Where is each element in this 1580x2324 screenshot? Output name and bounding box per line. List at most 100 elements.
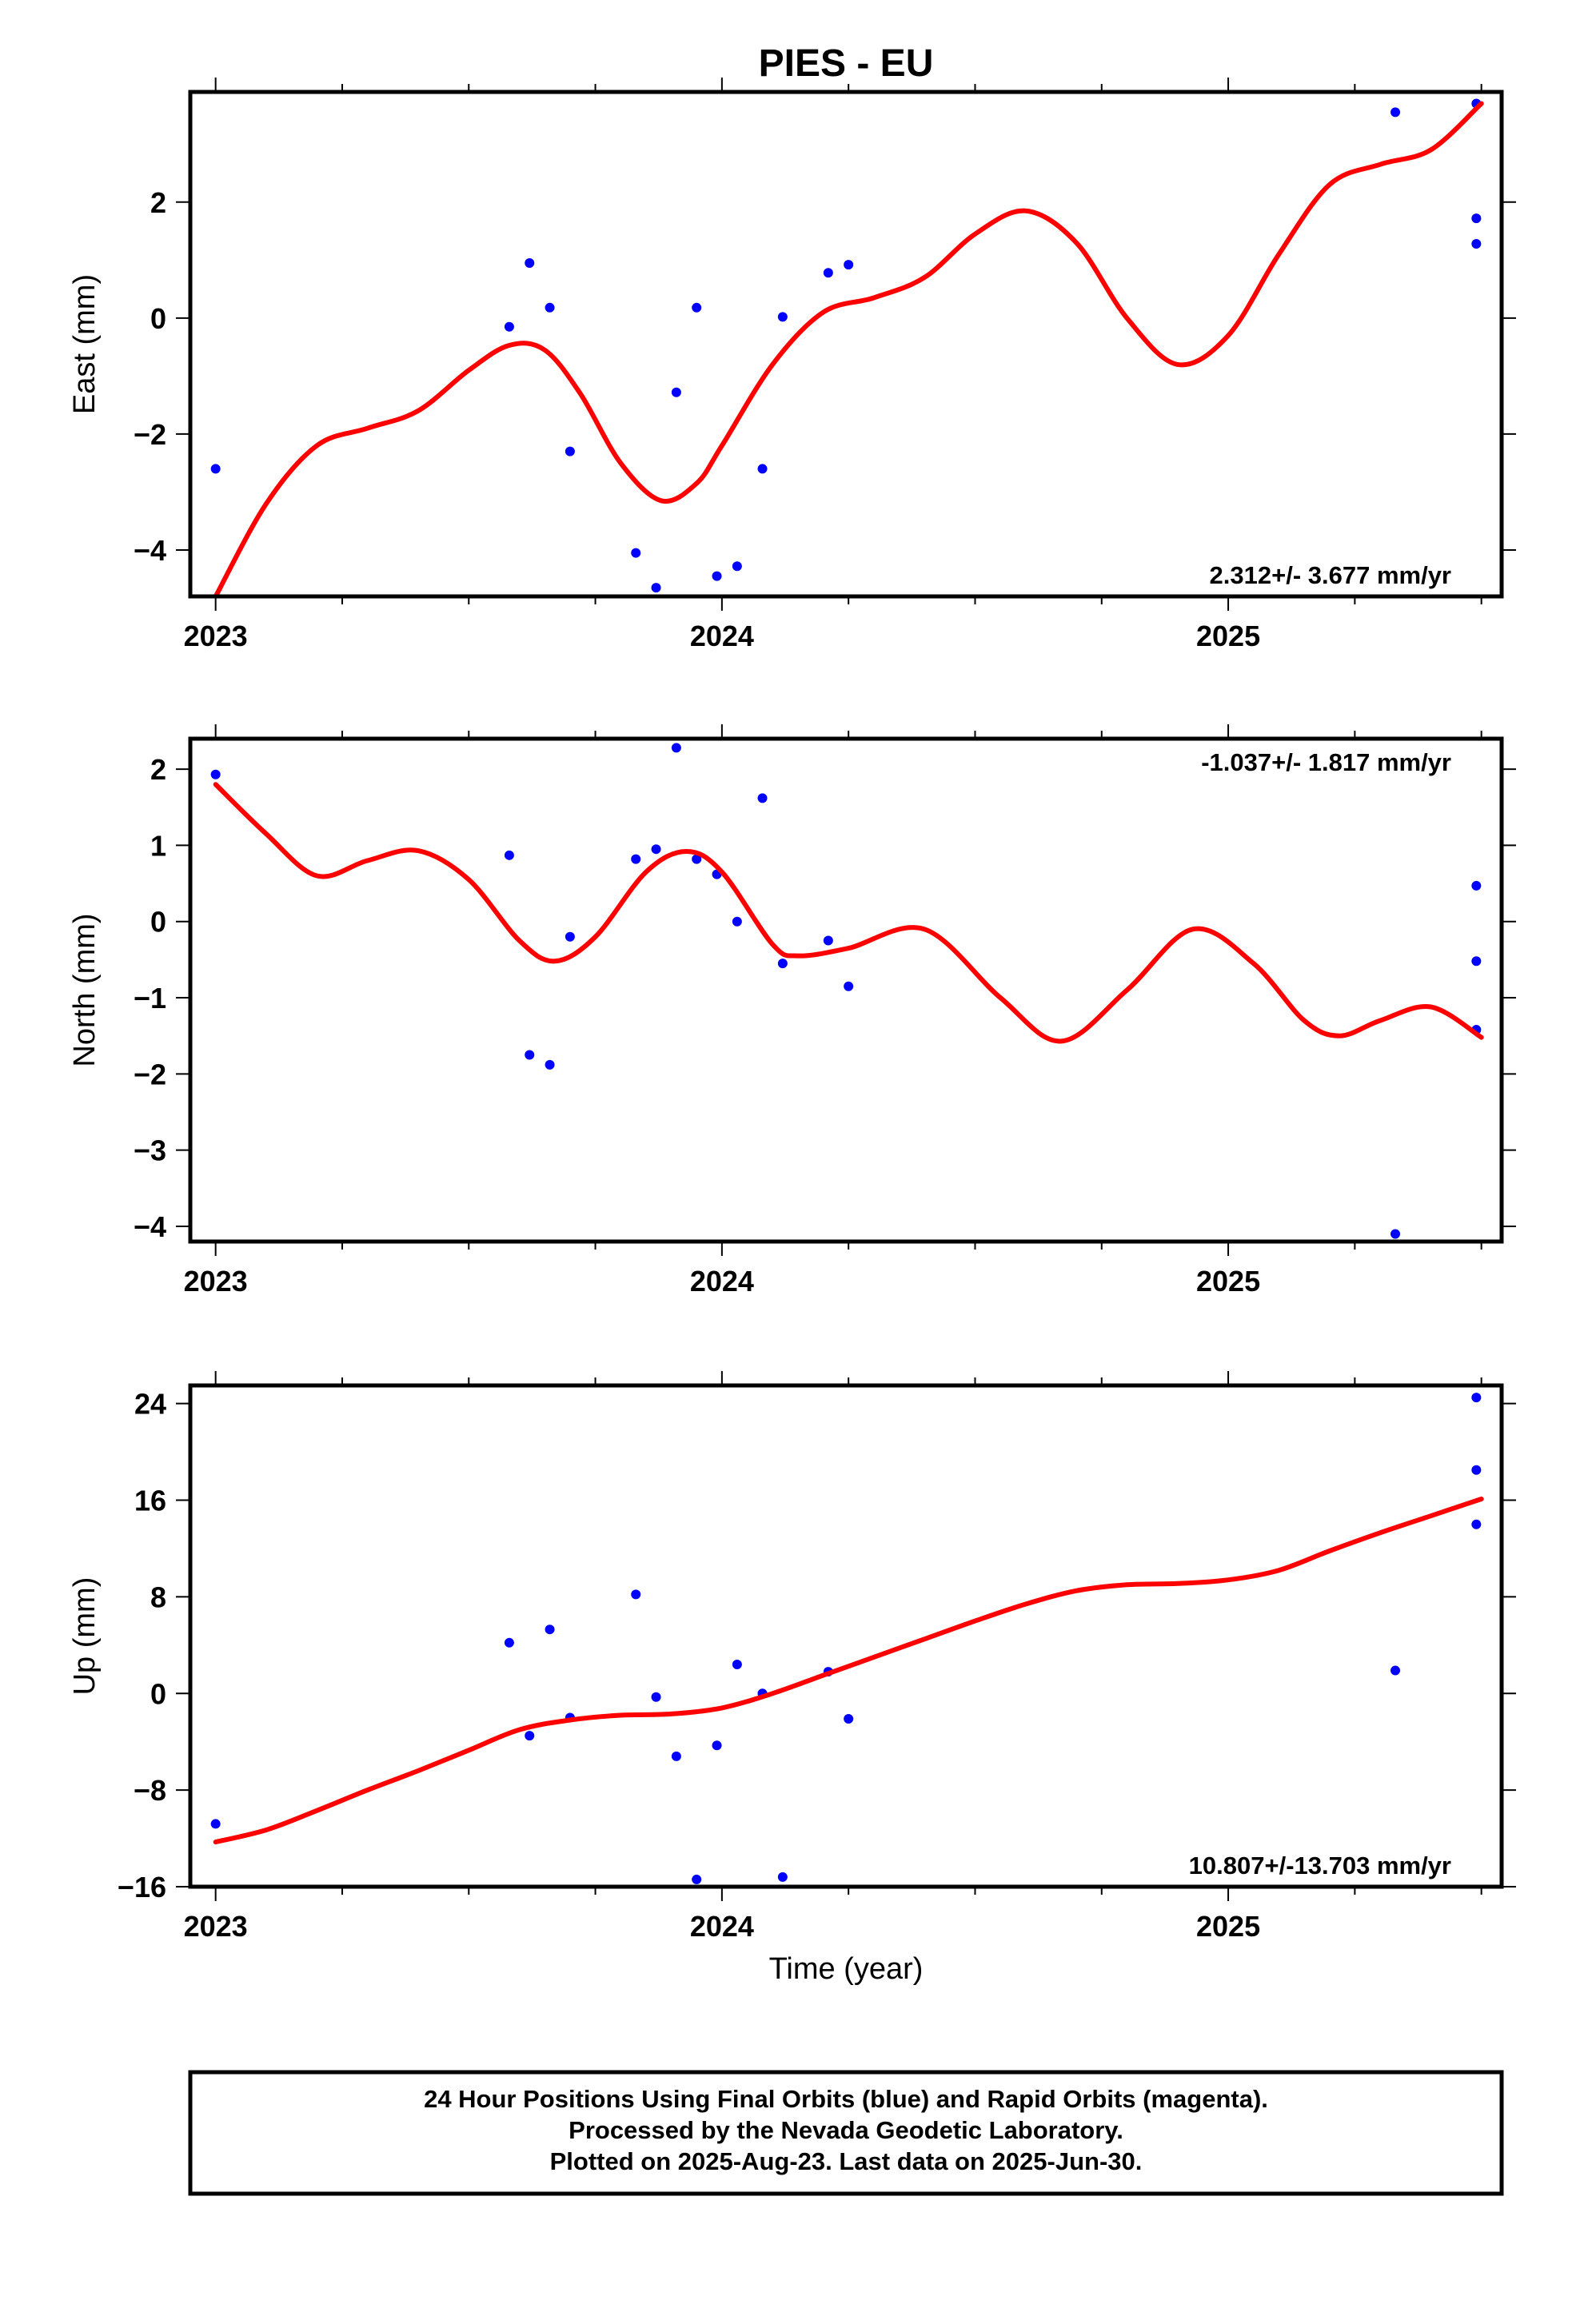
- rate-annotation: 10.807+/-13.703 mm/yr: [1189, 1852, 1451, 1880]
- data-point: [210, 464, 221, 474]
- y-tick-label: 0: [150, 1677, 166, 1710]
- data-point: [712, 1740, 722, 1751]
- data-point: [732, 916, 742, 927]
- up-panel: 2023 2024 2025 −16 −8 0 8 16 24 Up (mm) 10.807+/-1…: [68, 1371, 1516, 1943]
- data-layer: [210, 743, 1484, 1239]
- data-point: [631, 1589, 641, 1600]
- x-tick-label: 2023: [184, 1910, 248, 1943]
- data-point: [545, 1624, 555, 1635]
- data-point: [504, 321, 514, 332]
- data-point: [844, 1713, 854, 1724]
- y-tick-label: −4: [134, 1210, 166, 1243]
- data-point: [525, 257, 535, 268]
- x-axis-label: Time (year): [769, 1952, 924, 1986]
- data-point: [631, 854, 641, 864]
- y-tick-label: −3: [134, 1134, 166, 1167]
- data-point: [565, 446, 575, 456]
- data-point: [565, 931, 575, 942]
- footer-box: [188, 2070, 1504, 2196]
- data-point: [545, 302, 555, 313]
- y-axis-label: Up (mm): [68, 1577, 102, 1696]
- fit-line: [213, 101, 1484, 596]
- x-tick-label: 2025: [1196, 1265, 1260, 1298]
- y-tick-label: 0: [150, 302, 166, 335]
- data-point: [844, 981, 854, 991]
- data-layer: [210, 98, 1484, 596]
- data-point: [732, 1660, 742, 1670]
- y-axis-label: East (mm): [68, 274, 102, 414]
- data-point: [504, 850, 514, 860]
- data-point: [1471, 880, 1482, 891]
- data-point: [844, 260, 854, 270]
- data-point: [210, 1819, 221, 1829]
- data-point: [1471, 239, 1482, 249]
- y-tick-label: −2: [134, 1058, 166, 1090]
- data-point: [692, 1874, 702, 1884]
- data-point: [504, 1637, 514, 1648]
- data-point: [1471, 1465, 1482, 1475]
- data-point: [1471, 213, 1482, 224]
- data-point: [1390, 107, 1401, 118]
- y-tick-label: 0: [150, 906, 166, 939]
- footer-line-1: 24 Hour Positions Using Final Orbits (bl…: [424, 2085, 1268, 2113]
- data-point: [1471, 1519, 1482, 1529]
- y-tick-label: 8: [150, 1581, 166, 1613]
- data-point: [651, 1692, 661, 1702]
- data-point: [692, 302, 702, 313]
- x-tick-label: 2025: [1196, 620, 1260, 652]
- data-point: [777, 959, 788, 969]
- data-point: [823, 935, 833, 946]
- y-tick-label: 2: [150, 186, 166, 219]
- rate-annotation: 2.312+/- 3.677 mm/yr: [1210, 561, 1451, 589]
- data-point: [757, 793, 768, 803]
- y-tick-label: 1: [150, 829, 166, 862]
- north-panel: 2023 2024 2025 −4 −3 −2 −1 0 1 2 North (mm) -1.037+…: [68, 724, 1516, 1298]
- x-tick-label: 2024: [690, 620, 754, 652]
- chart-title: PIES - EU: [759, 42, 934, 85]
- footer-line-3: Plotted on 2025-Aug-23. Last data on 202…: [550, 2147, 1143, 2175]
- data-point: [777, 1872, 788, 1882]
- y-tick-label: −16: [118, 1871, 166, 1903]
- y-tick-label: 24: [134, 1388, 166, 1421]
- y-tick-label: −4: [134, 534, 166, 567]
- rate-annotation: -1.037+/- 1.817 mm/yr: [1201, 748, 1451, 776]
- data-point: [545, 1059, 555, 1070]
- data-point: [1390, 1229, 1401, 1239]
- x-tick-label: 2023: [184, 620, 248, 652]
- x-tick-label: 2025: [1196, 1910, 1260, 1943]
- plot-frame: [188, 90, 1504, 599]
- x-tick-label: 2024: [690, 1910, 754, 1943]
- y-tick-label: −2: [134, 418, 166, 451]
- data-point: [757, 464, 768, 474]
- data-point: [525, 1050, 535, 1060]
- east-panel: 2023 2024 2025 −4 −2 0 2 East (mm) 2.312+/- 3.67…: [68, 78, 1516, 652]
- data-point: [692, 854, 702, 864]
- data-point: [651, 844, 661, 855]
- data-point: [1390, 1665, 1401, 1676]
- data-layer: [210, 1393, 1484, 1884]
- data-point: [1471, 1393, 1482, 1403]
- y-tick-label: 2: [150, 753, 166, 786]
- data-point: [525, 1731, 535, 1741]
- x-tick-label: 2024: [690, 1265, 754, 1298]
- y-tick-label: −8: [134, 1774, 166, 1807]
- data-point: [671, 1751, 681, 1761]
- fit-line: [213, 1497, 1484, 1845]
- x-tick-label: 2023: [184, 1265, 248, 1298]
- footer-line-2: Processed by the Nevada Geodetic Laborat…: [569, 2116, 1123, 2144]
- data-point: [671, 743, 681, 753]
- data-point: [1471, 956, 1482, 967]
- y-tick-label: −1: [134, 982, 166, 1015]
- y-tick-label: 16: [134, 1485, 166, 1517]
- data-point: [823, 268, 833, 278]
- data-point: [712, 571, 722, 581]
- data-point: [777, 312, 788, 322]
- plot-frame: [188, 1383, 1504, 1889]
- fit-line: [213, 782, 1484, 1044]
- y-axis-label: North (mm): [68, 913, 102, 1066]
- data-point: [631, 548, 641, 558]
- data-point: [210, 769, 221, 779]
- data-point: [732, 561, 742, 572]
